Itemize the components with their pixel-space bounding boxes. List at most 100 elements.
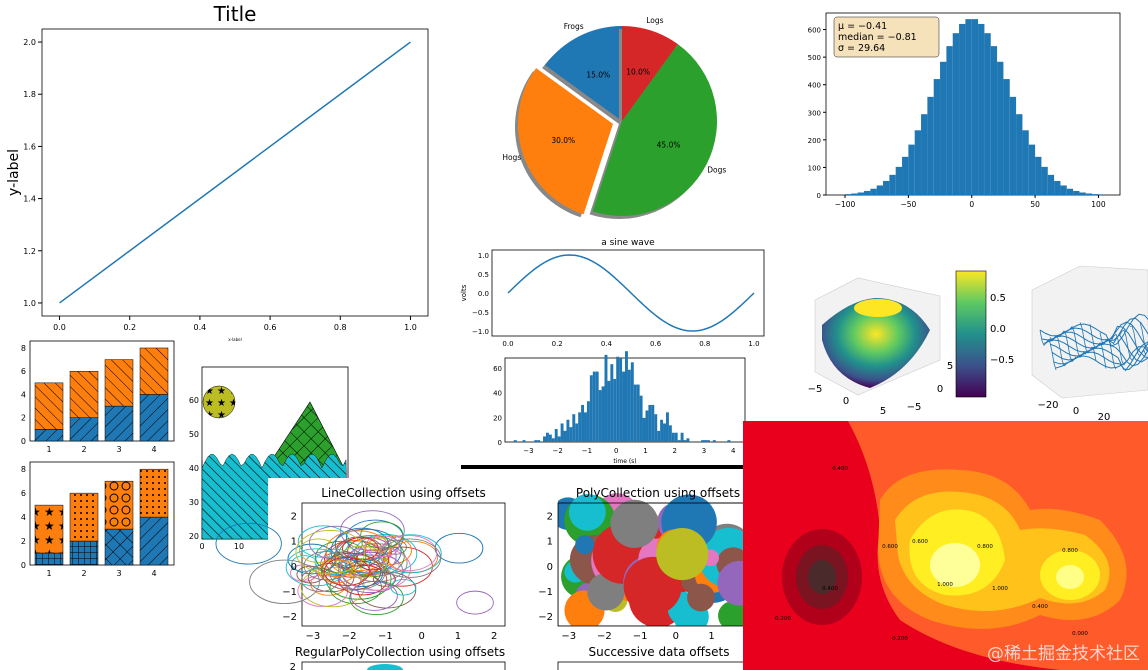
hist-time-bar [610, 364, 614, 442]
hist-stats-bar [971, 19, 979, 196]
hist-time-xtick-label: 4 [731, 447, 736, 455]
stacked-bars-hatched-ytick-label: 2 [21, 537, 26, 546]
stacked-bars-bar-upper-hatch [70, 371, 98, 418]
hist-stats-bar [876, 185, 884, 195]
stacked-bars-hatched-ytick-label: 0 [21, 561, 26, 570]
hist-time-xtick-label: 1 [643, 447, 647, 455]
line-chart-ytick-label: 1.2 [23, 247, 36, 256]
stacked-bars-hatched-ytick-label: 4 [21, 513, 26, 522]
line-collection-curve [329, 571, 383, 605]
hist-time-bar [645, 410, 649, 442]
wireframe-xtick-label: 0 [1073, 406, 1079, 417]
regpoly-collection-title: RegularPolyCollection using offsets [295, 645, 505, 659]
wireframe-xtick-label: −20 [1037, 400, 1058, 411]
line-chart-ytick-label: 1.6 [23, 142, 36, 151]
hist-time-bar [633, 384, 637, 442]
hist-stats-ytick-label: 0 [817, 192, 821, 200]
pie-pct-label: 30.0% [551, 136, 575, 145]
hist-time-bar [545, 432, 549, 442]
hist-time-bar [607, 380, 611, 442]
hist-time-bar [630, 362, 634, 442]
line-collection-curve [338, 564, 388, 596]
line-chart-ylabel: y-label [6, 149, 22, 196]
poly-collection-xtick-label: −2 [597, 631, 612, 642]
line-chart-ytick-label: 2.0 [23, 38, 36, 47]
wireframe-line [1089, 324, 1107, 369]
hist-time-bar [674, 432, 678, 442]
poly-collection-title: PolyCollection using offsets [576, 486, 740, 500]
hist-stats-bar [1092, 194, 1099, 195]
hist-stats-bar [1066, 188, 1074, 195]
hist-time-bar [680, 432, 684, 442]
contour-level-label: 1.000 [937, 582, 953, 588]
hist-time-ytick-label: 0 [498, 439, 502, 447]
sine-ytick-label: −0.5 [472, 309, 489, 317]
stacked-bars-bar-lower-hatch [105, 406, 133, 441]
contour-level-label: 0.600 [912, 539, 928, 545]
sine-xtick-label: 0.6 [650, 340, 662, 348]
hist-time-bar [683, 440, 687, 442]
poly-collection-xtick-label: −3 [561, 631, 576, 642]
stacked-bars-bar-upper-hatch [105, 359, 133, 407]
stacked-bars-bar-upper-hatch [35, 382, 63, 430]
hist-stats-bar [857, 192, 865, 195]
hist-stats-annotation-line: σ = 29.64 [838, 43, 885, 54]
hist-stats-bar [889, 174, 896, 195]
regpoly-collection-ytick-label: 2 [290, 662, 296, 670]
sine-xtick-label: 0.0 [502, 340, 513, 348]
hist-time-ytick-label: 40 [493, 390, 502, 398]
line-chart-xtick-label: 0.6 [264, 323, 277, 332]
poly-collection-shape [718, 601, 748, 631]
stacked-bars-hatched-bar-lower-hatch [70, 541, 98, 565]
contour-level-label: 0.800 [977, 544, 993, 550]
contour-level-label: 1.000 [992, 586, 1008, 592]
patches-ytick-label: 40 [189, 464, 199, 473]
line-collection-curve [350, 580, 398, 611]
hist-time-ytick-label: 60 [493, 365, 502, 373]
line-chart-ytick-label: 1.4 [23, 195, 36, 204]
poly-collection-ytick-label: 1 [547, 537, 553, 548]
line-collection-curve [215, 522, 282, 565]
line-chart-xlabel: x-label [228, 337, 241, 342]
hist-time-bar [665, 412, 669, 442]
sine-ylabel: volts [460, 284, 468, 301]
hist-time-xtick-label: −3 [523, 447, 533, 455]
hist-time-xtick-label: 3 [702, 447, 706, 455]
stacked-bars-hatched-frame [29, 461, 175, 566]
hist-stats-bar [1085, 193, 1093, 195]
hist-stats-bar [1016, 114, 1023, 195]
hist-stats-bar [984, 33, 991, 196]
pie-slice [545, 26, 622, 121]
hist-stats-bar [921, 114, 928, 195]
hist-stats-xtick-label: 0 [969, 200, 974, 209]
sine-ytick-label: 1.0 [478, 252, 489, 260]
pie-pct-label: 15.0% [586, 70, 610, 79]
contour-level-label: 0.400 [832, 466, 848, 472]
contour-peak [1056, 565, 1084, 589]
hist-time-bar [601, 386, 605, 442]
line-collection-curve [364, 535, 412, 566]
wireframe-xtick-label: 20 [1098, 412, 1111, 423]
sine-ytick-label: 0.0 [478, 290, 489, 298]
sine-frame [491, 249, 765, 337]
surface-colorbar-tick: 0.5 [990, 293, 1006, 304]
hist-time-bar [622, 371, 625, 442]
pie-label: Logs [646, 16, 663, 25]
stacked-bars-ytick-label: 6 [21, 367, 26, 376]
hist-stats-bar [997, 61, 1004, 196]
poly-collection-shape [687, 583, 715, 612]
hist-stats-ytick-label: 100 [808, 164, 821, 172]
hist-time-bar [537, 440, 541, 442]
hist-time-bar [660, 419, 664, 442]
stacked-bars-hatched-bar-upper-hatch [140, 469, 168, 518]
watermark-text: @稀土掘金技术社区 [987, 644, 1140, 664]
hist-stats-ytick-label: 300 [808, 109, 821, 117]
sine-series [507, 254, 755, 332]
hist-stats-bar [1060, 185, 1067, 195]
surface-mesh [822, 298, 930, 388]
stacked-bars-hatched-bar-lower-hatch [140, 517, 168, 565]
stacked-bars-hatched-xtick-label: 2 [81, 569, 86, 578]
line-chart-xtick-label: 0.8 [334, 323, 347, 332]
line-collection-ytick-label: 0 [291, 562, 297, 573]
wireframe-line [1049, 334, 1067, 367]
